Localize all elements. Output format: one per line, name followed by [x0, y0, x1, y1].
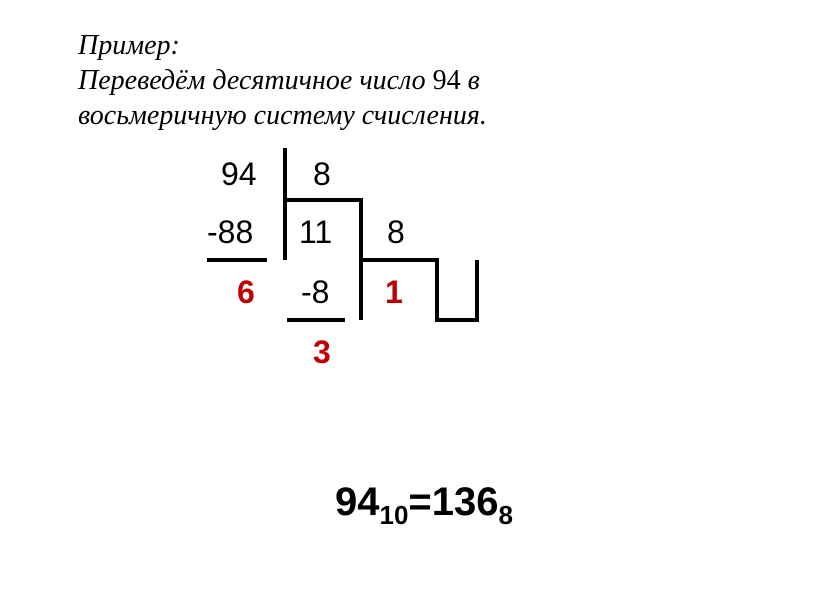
- division-line: [283, 198, 363, 202]
- divisor-1: 8: [313, 158, 331, 190]
- subtract-2: -8: [301, 276, 329, 308]
- subtract-1: -88: [207, 216, 253, 248]
- heading-line1: Пример:: [78, 28, 487, 63]
- division-line: [435, 318, 475, 322]
- division-line: [283, 148, 287, 260]
- result-lhs: 94: [335, 480, 380, 524]
- dividend-1: 94: [221, 158, 257, 190]
- division-line: [475, 260, 479, 322]
- remainder-1: 6: [237, 276, 255, 308]
- heading-line3: восьмеричную систему счисления.: [78, 98, 487, 133]
- heading-line2: Переведём десятичное число 94 в: [78, 63, 487, 98]
- result-rhs: 136: [432, 480, 499, 524]
- example-heading: Пример: Переведём десятичное число 94 в …: [78, 28, 487, 133]
- division-line: [435, 260, 439, 322]
- divisor-2: 8: [387, 216, 405, 248]
- quotient-final: 1: [385, 276, 403, 308]
- dividend-2: 11: [299, 216, 332, 248]
- division-line: [207, 258, 267, 262]
- remainder-2: 3: [313, 336, 331, 368]
- result-equation: 9410=1368: [335, 480, 513, 531]
- result-rhs-base: 8: [499, 500, 513, 530]
- division-line: [359, 258, 439, 262]
- division-diagram: 94 8 -88 6 11 8 -8 3 1: [195, 148, 517, 408]
- division-line: [287, 318, 345, 322]
- result-eq: =: [408, 480, 431, 524]
- result-lhs-base: 10: [380, 500, 409, 530]
